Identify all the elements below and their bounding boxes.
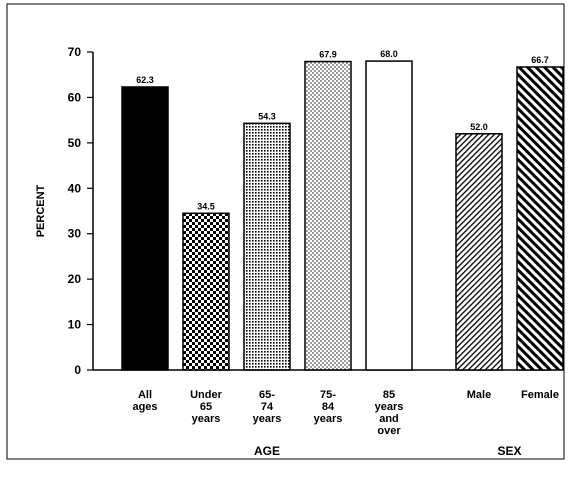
category-label: 75-84 years — [314, 389, 343, 425]
bar — [516, 66, 564, 371]
value-labels: 62.3 34.5 54.3 67.9 68.0 52.0 66.7 — [136, 49, 549, 211]
category-label-line: years — [314, 413, 343, 425]
category-label: Female — [521, 389, 559, 401]
bar-value-label: 54.3 — [258, 111, 276, 121]
bar-value-label: 62.3 — [136, 75, 154, 85]
category-label-line: 75- — [320, 389, 336, 401]
category-label-line: years — [192, 413, 221, 425]
y-tick-label: 40 — [68, 181, 82, 195]
category-label-line: 65 — [200, 401, 212, 413]
y-tick-label: 20 — [68, 272, 82, 286]
category-label-line: over — [377, 425, 401, 437]
bar-value-label: 68.0 — [380, 49, 398, 59]
y-tick-label: 50 — [68, 136, 82, 150]
category-label-line: years — [375, 401, 404, 413]
category-label-line: 85 — [383, 389, 395, 401]
category-label-line: and — [379, 413, 399, 425]
category-label: All ages — [132, 389, 157, 413]
category-label-line: Under — [190, 389, 223, 401]
category-label-line: Male — [467, 389, 491, 401]
chart-frame — [6, 3, 565, 460]
bar-value-label: 52.0 — [470, 122, 488, 132]
category-label: 65-74 years — [253, 389, 282, 425]
y-tick-label: 60 — [68, 90, 82, 104]
y-axis-label: PERCENT — [35, 184, 47, 237]
category-label-line: 74 — [261, 401, 274, 413]
y-ticks: 0 10 20 30 40 50 60 70 — [68, 45, 93, 377]
group-label: SEX — [497, 444, 521, 458]
bar — [121, 86, 169, 371]
bar-value-label: 67.9 — [319, 50, 337, 60]
y-tick-label: 70 — [68, 45, 82, 59]
category-label-line: years — [253, 413, 282, 425]
y-tick-label: 30 — [68, 227, 82, 241]
category-label: Male — [467, 389, 491, 401]
category-label-line: 65- — [259, 389, 275, 401]
category-label: Under 65 years — [190, 389, 223, 425]
category-label-line: Female — [521, 389, 559, 401]
bar — [304, 60, 352, 371]
category-label-line: ages — [132, 401, 157, 413]
bar — [455, 133, 503, 371]
category-label-line: All — [138, 389, 152, 401]
y-tick-label: 0 — [74, 363, 81, 377]
category-label-line: 84 — [322, 401, 335, 413]
bar — [365, 60, 413, 371]
bar — [182, 212, 230, 371]
y-tick-label: 10 — [68, 318, 82, 332]
bar — [243, 122, 291, 371]
bar-value-label: 34.5 — [197, 201, 215, 211]
bars — [121, 60, 564, 371]
group-label: AGE — [254, 444, 280, 458]
bar-value-label: 66.7 — [531, 55, 549, 65]
group-labels: AGE SEX — [254, 444, 522, 458]
category-label: 85 years and over — [375, 389, 404, 437]
